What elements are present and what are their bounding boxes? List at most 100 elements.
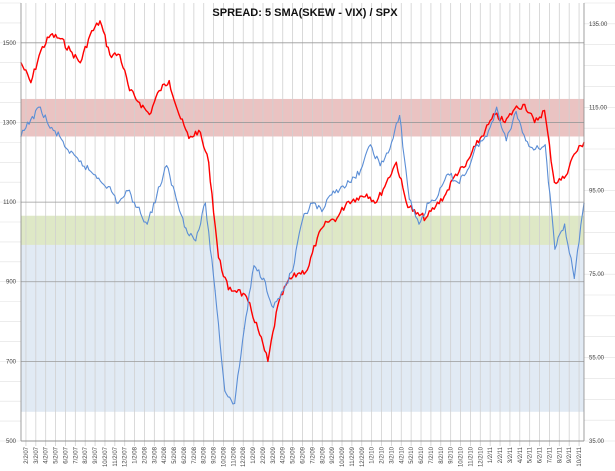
data-point-spx — [415, 213, 417, 215]
data-point-spx — [316, 237, 318, 239]
x-axis-tick-label: 3/2/08 — [152, 446, 158, 463]
data-point-spx — [208, 161, 210, 163]
data-point-spx — [79, 62, 81, 64]
data-point-spx — [445, 193, 447, 195]
data-point-spx — [148, 113, 151, 116]
data-point-spread — [544, 144, 546, 146]
data-point-spread — [340, 185, 342, 188]
x-axis-tick-label: 7/2/08 — [192, 446, 198, 463]
data-point-spread — [311, 202, 313, 204]
data-point-spread — [272, 306, 274, 309]
x-axis-tick-label: 12/2/09 — [360, 446, 366, 467]
data-point-spx — [435, 205, 437, 207]
right-axis-tick-label: 55.00 — [589, 356, 605, 362]
x-axis-tick-label: 2/2/07 — [24, 446, 30, 463]
data-point-spx — [89, 34, 91, 36]
data-point-spx — [504, 121, 506, 124]
x-axis-tick-label: 5/2/09 — [291, 446, 297, 463]
x-axis-tick-label: 9/2/11 — [567, 446, 573, 463]
data-point-spx — [336, 217, 338, 219]
x-axis-tick-label: 4/2/07 — [44, 446, 50, 463]
data-point-spread — [369, 144, 372, 146]
axes: 500 700 900 1100 1300 1500 35.00 55.00 75.00 95.0… — [3, 3, 608, 467]
x-axis-tick-label: 7/2/09 — [310, 446, 316, 463]
data-point-spx — [227, 289, 230, 291]
data-point-spread — [107, 185, 109, 188]
x-axis-tick-label: 10/2/10 — [459, 446, 465, 467]
data-point-spread — [534, 148, 537, 150]
data-point-spread — [214, 290, 216, 292]
data-point-spread — [360, 169, 362, 171]
x-axis-tick-label: 11/2/10 — [468, 446, 474, 466]
data-point-spread — [505, 140, 507, 142]
data-point-spx — [59, 38, 62, 40]
left-axis-tick-label: 1100 — [3, 200, 17, 206]
left-axis-tick-label: 1500 — [3, 41, 17, 47]
data-point-spread — [88, 169, 90, 171]
x-axis-tick-label: 10/2/07 — [103, 446, 109, 467]
data-point-spread — [331, 194, 333, 196]
left-axis-tick-label: 500 — [6, 439, 17, 445]
data-point-spx — [563, 177, 565, 179]
data-point-spread — [466, 169, 469, 171]
x-axis-tick-label: 6/2/07 — [63, 446, 69, 463]
right-axis-tick-label: 35.00 — [589, 439, 605, 445]
data-point-spx — [524, 103, 526, 106]
data-point-spread — [224, 390, 226, 392]
data-point-spread — [573, 277, 575, 279]
data-point-spx — [296, 273, 299, 275]
data-point-spread — [68, 152, 71, 154]
data-point-spread — [389, 148, 391, 150]
data-point-spx — [30, 82, 32, 84]
x-axis-tick-label: 2/2/11 — [498, 446, 504, 463]
data-point-spx — [326, 221, 328, 223]
x-axis-tick-label: 5/2/11 — [528, 446, 534, 463]
data-point-spx — [454, 173, 457, 175]
data-point-spx — [277, 305, 279, 307]
right-axis-tick-label: 135.00 — [589, 22, 608, 28]
data-point-spx — [99, 20, 101, 22]
x-axis-tick-label: 8/2/09 — [320, 446, 326, 463]
x-axis-tick-label: 10/2/11 — [577, 446, 583, 466]
left-axis-tick-label: 900 — [6, 280, 17, 286]
data-point-spread — [195, 240, 197, 242]
data-point-spx — [158, 90, 160, 92]
data-point-spread — [263, 277, 265, 279]
x-axis-tick-label: 3/2/10 — [389, 446, 395, 463]
right-axis-tick-label: 95.00 — [589, 189, 605, 195]
x-axis-tick-label: 5/2/07 — [54, 446, 60, 463]
data-point-spx — [464, 165, 467, 167]
data-point-spread — [476, 144, 478, 146]
x-axis-tick-label: 4/2/09 — [281, 446, 287, 463]
x-axis-tick-label: 8/2/11 — [557, 446, 563, 463]
data-point-spx — [198, 129, 200, 132]
data-point-spread — [204, 202, 207, 204]
data-point-spx — [543, 109, 546, 112]
x-axis-tick-label: 3/2/09 — [271, 446, 277, 463]
data-point-spx — [306, 269, 309, 271]
x-axis-tick-label: 4/2/08 — [162, 446, 168, 463]
data-point-spread — [496, 106, 498, 108]
x-axis-tick-label: 12/2/10 — [478, 446, 484, 467]
x-axis-tick-label: 12/2/08 — [241, 446, 247, 467]
x-axis-tick-label: 8/2/08 — [202, 446, 208, 463]
data-point-spread — [175, 198, 177, 200]
data-point-spread — [282, 290, 284, 292]
x-axis-tick-label: 1/2/10 — [370, 446, 376, 463]
data-point-spread — [515, 110, 517, 113]
x-axis-tick-label: 9/2/10 — [449, 446, 455, 463]
series-line-spx — [20, 20, 585, 363]
x-axis-tick-label: 4/2/10 — [399, 446, 405, 463]
chart-title: SPREAD: 5 SMA(SKEW - VIX) / SPX — [212, 7, 398, 19]
x-axis-tick-label: 7/2/11 — [547, 446, 553, 463]
data-point-spread — [185, 227, 187, 229]
x-axis-tick-label: 7/2/07 — [73, 446, 79, 463]
left-axis-tick-label: 1300 — [3, 120, 17, 126]
data-point-spx — [484, 129, 486, 132]
data-point-spx — [375, 201, 378, 203]
data-point-spread — [292, 269, 294, 271]
x-axis-tick-label: 4/2/11 — [518, 446, 524, 463]
data-point-spx — [69, 50, 71, 52]
data-point-spread — [418, 223, 420, 225]
